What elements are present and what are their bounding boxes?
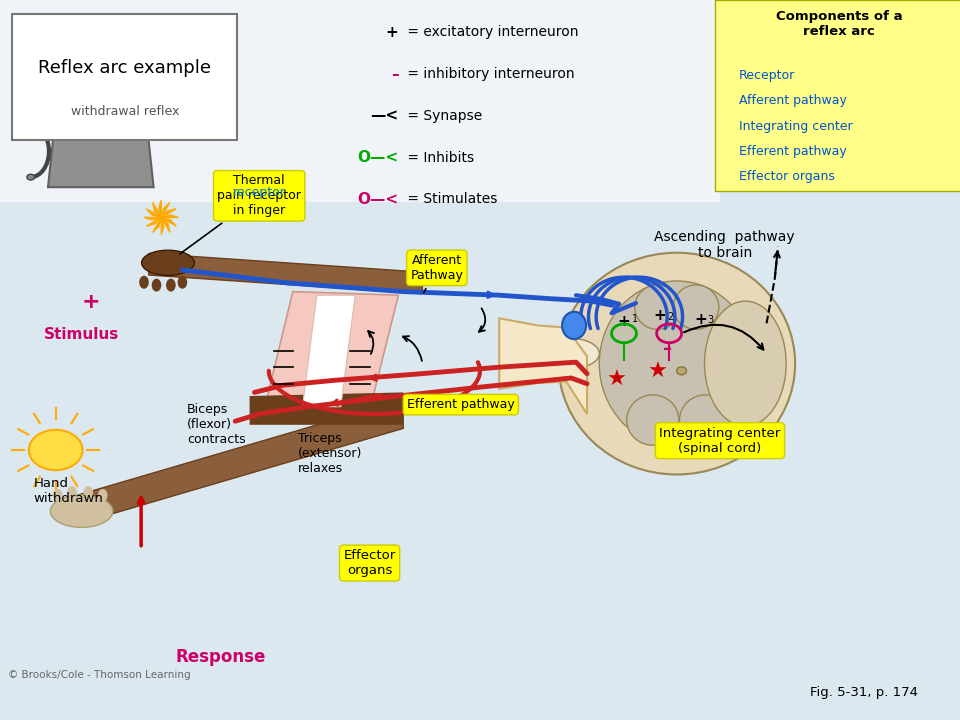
Polygon shape xyxy=(146,217,161,226)
Ellipse shape xyxy=(139,276,149,289)
Text: 1: 1 xyxy=(632,314,637,324)
Text: Effector
organs: Effector organs xyxy=(344,549,396,577)
Text: O—<: O—< xyxy=(357,192,398,207)
Polygon shape xyxy=(264,292,398,410)
Ellipse shape xyxy=(53,489,62,502)
Text: Ascending  pathway
to brain: Ascending pathway to brain xyxy=(655,230,795,260)
Ellipse shape xyxy=(542,338,599,369)
Ellipse shape xyxy=(27,122,35,128)
Text: Receptor: Receptor xyxy=(739,69,796,82)
Text: +: + xyxy=(82,292,101,312)
Text: Biceps
(flexor)
contracts: Biceps (flexor) contracts xyxy=(187,403,246,446)
FancyBboxPatch shape xyxy=(0,0,720,202)
Text: = excitatory interneuron: = excitatory interneuron xyxy=(403,25,579,40)
Text: Integrating center
(spinal cord): Integrating center (spinal cord) xyxy=(660,427,780,454)
Text: 3: 3 xyxy=(708,315,713,325)
Text: Reflex arc example: Reflex arc example xyxy=(38,60,211,78)
Text: Triceps
(extensor)
relaxes: Triceps (extensor) relaxes xyxy=(298,432,362,475)
Text: receptor: receptor xyxy=(232,186,286,199)
Text: –: – xyxy=(391,67,398,81)
Polygon shape xyxy=(48,115,154,187)
Ellipse shape xyxy=(562,312,586,339)
Polygon shape xyxy=(146,209,161,217)
Text: Components of a
reflex arc: Components of a reflex arc xyxy=(776,11,902,38)
Ellipse shape xyxy=(635,285,681,329)
Ellipse shape xyxy=(680,395,732,445)
Ellipse shape xyxy=(152,279,161,292)
Text: Integrating center: Integrating center xyxy=(739,120,852,132)
Ellipse shape xyxy=(599,281,755,446)
Polygon shape xyxy=(499,318,587,414)
Text: © Brooks/Cole - Thomson Learning: © Brooks/Cole - Thomson Learning xyxy=(8,670,190,680)
Text: ★: ★ xyxy=(648,361,667,382)
Text: = inhibitory interneuron: = inhibitory interneuron xyxy=(403,67,575,81)
Polygon shape xyxy=(302,295,355,407)
Ellipse shape xyxy=(166,279,176,292)
Polygon shape xyxy=(158,200,161,217)
FancyBboxPatch shape xyxy=(715,0,960,191)
Text: = Synapse: = Synapse xyxy=(403,109,483,123)
Ellipse shape xyxy=(51,495,113,527)
Polygon shape xyxy=(161,202,170,217)
Text: = Inhibits: = Inhibits xyxy=(403,150,474,165)
Text: O—<: O—< xyxy=(357,150,398,165)
Polygon shape xyxy=(149,253,422,294)
Text: Stimulus: Stimulus xyxy=(44,328,119,342)
Text: withdrawal reflex: withdrawal reflex xyxy=(71,105,179,118)
Text: = Stimulates: = Stimulates xyxy=(403,192,497,207)
Text: +: + xyxy=(617,314,631,329)
Text: –: – xyxy=(662,341,672,359)
Ellipse shape xyxy=(84,486,93,499)
Circle shape xyxy=(29,430,83,470)
Polygon shape xyxy=(161,217,164,235)
Polygon shape xyxy=(161,217,170,233)
Polygon shape xyxy=(72,400,403,526)
Ellipse shape xyxy=(677,366,686,375)
Text: +: + xyxy=(386,25,398,40)
Ellipse shape xyxy=(673,285,719,329)
FancyBboxPatch shape xyxy=(12,14,237,140)
Ellipse shape xyxy=(142,251,194,276)
Ellipse shape xyxy=(178,276,187,289)
Text: Efferent pathway: Efferent pathway xyxy=(739,145,847,158)
Text: ★: ★ xyxy=(607,370,626,390)
Polygon shape xyxy=(161,217,177,226)
Text: 2: 2 xyxy=(667,312,673,323)
Text: Thermal
pain receptor
in finger: Thermal pain receptor in finger xyxy=(180,174,301,254)
Text: +: + xyxy=(694,312,708,327)
Ellipse shape xyxy=(44,94,157,114)
Text: Afferent
Pathway: Afferent Pathway xyxy=(410,254,464,293)
Polygon shape xyxy=(161,215,179,217)
Polygon shape xyxy=(144,217,161,220)
Text: Afferent pathway: Afferent pathway xyxy=(739,94,847,107)
Text: Response: Response xyxy=(176,648,266,665)
Ellipse shape xyxy=(27,174,35,180)
Polygon shape xyxy=(153,217,161,233)
Polygon shape xyxy=(153,202,161,217)
Polygon shape xyxy=(250,392,403,425)
Ellipse shape xyxy=(705,301,786,426)
Text: Fig. 5-31, p. 174: Fig. 5-31, p. 174 xyxy=(810,686,918,699)
Ellipse shape xyxy=(98,489,108,502)
Polygon shape xyxy=(161,209,177,217)
Ellipse shape xyxy=(559,253,795,474)
Text: +: + xyxy=(653,307,666,323)
Ellipse shape xyxy=(67,486,77,499)
Text: Hand
withdrawn: Hand withdrawn xyxy=(34,477,104,505)
Ellipse shape xyxy=(627,395,679,445)
Polygon shape xyxy=(43,105,158,117)
Text: Efferent pathway: Efferent pathway xyxy=(407,398,515,411)
Text: —<: —< xyxy=(371,109,398,123)
Text: Effector organs: Effector organs xyxy=(739,170,835,183)
